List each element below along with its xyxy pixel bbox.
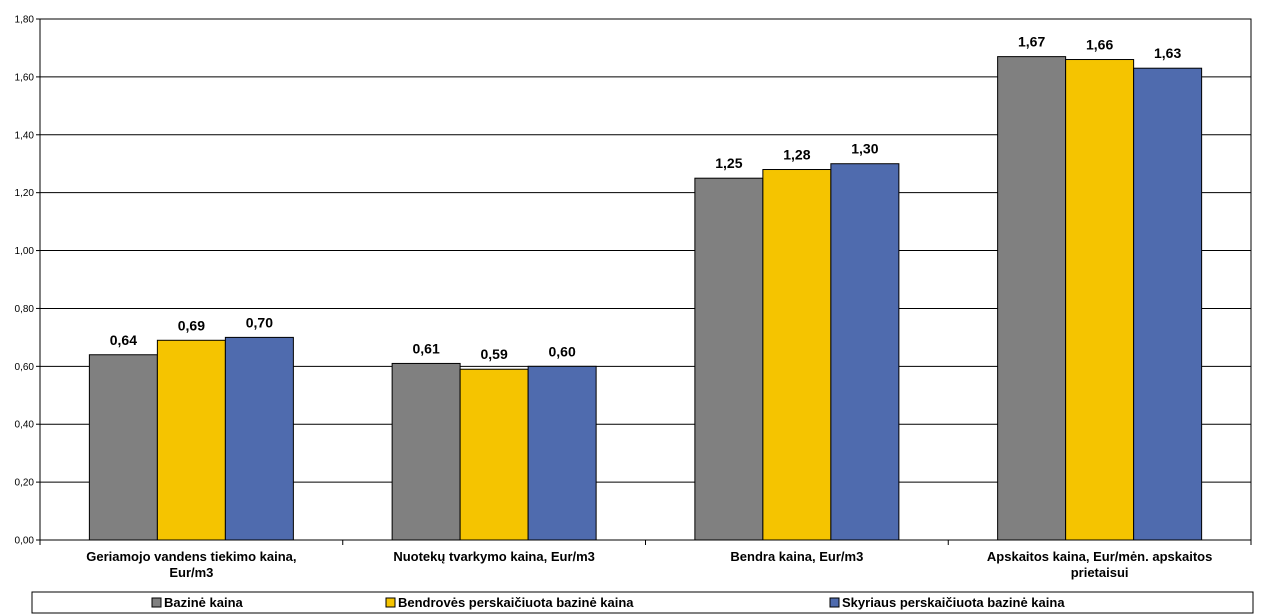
category-label-line: Apskaitos kaina, Eur/mėn. apskaitos xyxy=(987,549,1212,564)
y-tick-label: 0,20 xyxy=(15,478,35,489)
bar xyxy=(997,56,1067,541)
data-label: 0,61 xyxy=(413,340,440,356)
category-label: Bendra kaina, Eur/m3 xyxy=(730,549,863,564)
y-tick-label: 1,00 xyxy=(15,246,35,257)
data-label: 1,30 xyxy=(851,141,878,157)
category-label-line: Eur/m3 xyxy=(169,565,213,580)
bar xyxy=(527,365,597,541)
y-tick-label: 0,00 xyxy=(15,536,35,547)
y-tick-label: 1,80 xyxy=(15,15,35,26)
data-label: 0,59 xyxy=(481,346,508,362)
bars xyxy=(88,56,1203,541)
legend-swatch xyxy=(385,597,396,608)
bar xyxy=(694,177,764,541)
data-label: 1,66 xyxy=(1086,37,1113,53)
legend: Bazinė kaina Bendrovės perskaičiuota bazi… xyxy=(31,591,1254,614)
y-axis: 0,00 0,20 0,40 0,60 0,80 1,00 1,20 1,40 1,60 1,80 xyxy=(15,15,40,547)
legend-label: Skyriaus perskaičiuota bazinė kaina xyxy=(842,595,1065,610)
data-label: 0,64 xyxy=(110,332,137,348)
bar xyxy=(156,339,226,541)
category-label: Apskaitos kaina, Eur/mėn. apskaitos priet… xyxy=(987,549,1212,580)
y-tick-label: 1,20 xyxy=(15,188,35,199)
data-label: 1,28 xyxy=(783,147,810,163)
y-tick-label: 1,60 xyxy=(15,72,35,83)
legend-swatch xyxy=(829,597,840,608)
data-label: 0,70 xyxy=(246,314,273,330)
y-tick-label: 1,40 xyxy=(15,130,35,141)
bar xyxy=(391,362,461,541)
legend-label: Bazinė kaina xyxy=(164,595,244,610)
bar xyxy=(762,169,832,541)
legend-label: Bendrovės perskaičiuota bazinė kaina xyxy=(398,595,634,610)
data-labels: 0,64 0,61 1,25 1,67 0,69 0,59 1,28 1,66 0,70 0,60… xyxy=(110,34,1182,363)
bar xyxy=(830,163,900,541)
category-label-line: prietaisui xyxy=(1071,565,1129,580)
data-label: 0,69 xyxy=(178,317,205,333)
y-tick-label: 0,80 xyxy=(15,304,35,315)
legend-box xyxy=(31,591,1254,614)
bar xyxy=(1133,67,1203,541)
category-label: Nuotekų tvarkymo kaina, Eur/m3 xyxy=(393,549,595,564)
category-label-line: Bendra kaina, Eur/m3 xyxy=(730,549,863,564)
legend-swatch xyxy=(151,597,162,608)
category-labels: Geriamojo vandens tiekimo kaina, Eur/m3 Nu… xyxy=(39,540,1252,580)
data-label: 0,60 xyxy=(549,343,576,359)
data-label: 1,25 xyxy=(715,155,742,171)
data-label: 1,67 xyxy=(1018,34,1045,50)
category-label-line: Geriamojo vandens tiekimo kaina, xyxy=(86,549,296,564)
category-label: Geriamojo vandens tiekimo kaina, Eur/m3 xyxy=(86,549,296,580)
category-label-line: Nuotekų tvarkymo kaina, Eur/m3 xyxy=(393,549,595,564)
data-label: 1,63 xyxy=(1154,45,1181,61)
bar xyxy=(224,336,294,541)
bar xyxy=(1065,59,1135,541)
bar xyxy=(88,354,158,541)
bar xyxy=(459,368,529,541)
y-tick-label: 0,60 xyxy=(15,362,35,373)
y-tick-label: 0,40 xyxy=(15,420,35,431)
